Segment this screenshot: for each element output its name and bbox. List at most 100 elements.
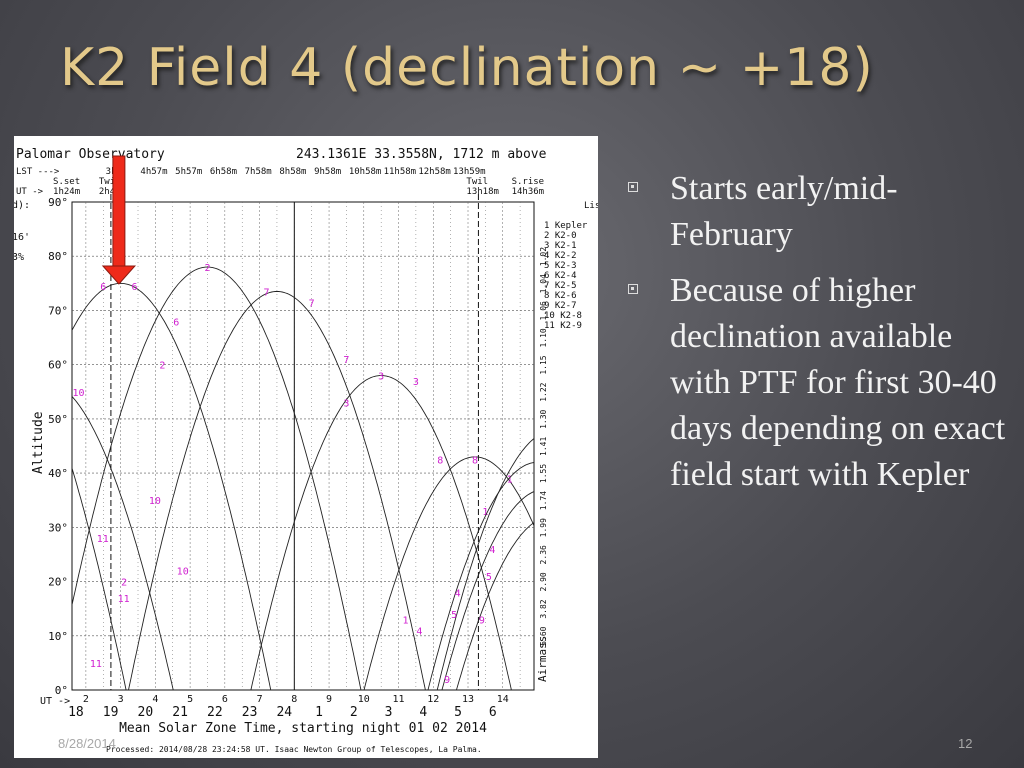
- altitude-curve-field-10: [72, 396, 174, 690]
- altitude-axis-label: Altitude: [31, 411, 46, 474]
- event-ut-label: 1h24m: [53, 187, 80, 197]
- bullet-item-2: Because of higher declination available …: [628, 268, 1008, 498]
- airmass-tick-label: 5.60: [539, 626, 548, 645]
- ut-tick-label: 8: [291, 694, 297, 705]
- airmass-tick-label: 1.10: [539, 328, 548, 347]
- curve-label-field-11: 11: [97, 534, 109, 545]
- curve-label-field-5: 5: [486, 572, 492, 583]
- red-arrow-shaft-icon: [112, 155, 126, 267]
- ut-tick-label: 12: [427, 694, 439, 705]
- square-bullet-icon: [628, 284, 638, 294]
- lst-tick-label: 10h58m: [349, 167, 382, 177]
- legend-entry: 9 K2-7: [544, 301, 577, 311]
- lst-tick-label: 5h57m: [175, 167, 202, 177]
- curve-label-field-10: 10: [149, 496, 161, 507]
- airmass-tick-label: 1.06: [539, 301, 548, 320]
- altitude-tick-label: 0°: [55, 684, 68, 697]
- event-name-label: Twil: [99, 177, 121, 187]
- event-ut-label: 2h43: [99, 187, 121, 197]
- curve-label-field-2: 2: [204, 263, 210, 274]
- bullet-list: Starts early/mid-February Because of hig…: [628, 166, 1008, 508]
- airmass-tick-label: 1.15: [539, 355, 548, 374]
- event-ut-label: 14h36m: [512, 187, 545, 197]
- time-axis-label: Mean Solar Zone Time, starting night 01 …: [119, 721, 487, 736]
- legend-entry: 11 K2-9: [544, 321, 582, 331]
- curve-label-field-1: 1: [507, 475, 513, 486]
- ut-tick-label: 11: [393, 694, 405, 705]
- local-time-tick-label: 24: [276, 705, 292, 720]
- ut-top-prefix: UT ->: [16, 187, 44, 197]
- curve-label-field-6: 6: [100, 282, 106, 293]
- footer-date: 8/28/2014: [58, 736, 116, 751]
- legend-entry: 5 K2-3: [544, 261, 577, 271]
- legend-entry: 7 K2-5: [544, 281, 577, 291]
- curve-label-field-9: 9: [479, 616, 485, 627]
- curve-label-field-3: 3: [413, 377, 419, 388]
- square-bullet-icon: [628, 182, 638, 192]
- curve-label-field-5: 5: [451, 610, 457, 621]
- altitude-chart: Palomar Observatory 243.1361E 33.3558N, 1…: [14, 147, 598, 754]
- altitude-tick-label: 90°: [48, 196, 68, 209]
- curve-label-field-9: 9: [444, 675, 450, 686]
- legend-entry: 10 K2-8: [544, 311, 582, 321]
- left-edge-fragment: d):: [14, 200, 30, 211]
- airmass-tick-label: 1.04: [539, 274, 548, 293]
- curve-label-field-7: 7: [264, 287, 270, 298]
- local-time-tick-label: 2: [350, 705, 358, 720]
- plot-frame: [71, 201, 535, 691]
- airmass-tick-label: 1.74: [539, 491, 548, 510]
- airmass-tick-label: 1.02: [539, 247, 548, 266]
- legend-entry: 1 Kepler: [544, 221, 588, 231]
- local-time-tick-label: 1: [315, 705, 323, 720]
- bullet-text-1: Starts early/mid-February: [670, 170, 898, 253]
- left-edge-fragment: 16': [14, 232, 30, 243]
- curve-label-field-2: 2: [121, 578, 127, 589]
- curve-label-field-8: 8: [437, 456, 443, 467]
- curve-label-field-1: 1: [402, 616, 408, 627]
- ut-bottom-prefix: UT ->: [40, 696, 70, 707]
- curve-label-field-3: 3: [378, 372, 384, 383]
- altitude-curve-field-6: [72, 282, 272, 690]
- local-time-tick-label: 5: [454, 705, 462, 720]
- airmass-tick-label: 1.22: [539, 382, 548, 401]
- altitude-curve-field-8: [363, 456, 534, 690]
- lst-tick-label: 6h58m: [210, 167, 237, 177]
- curve-label-field-11: 11: [90, 659, 102, 670]
- local-time-tick-label: 22: [207, 705, 223, 720]
- lst-tick-label: 3h: [106, 167, 117, 177]
- event-name-label: Twil: [466, 177, 488, 187]
- page-number: 12: [958, 736, 973, 751]
- local-time-tick-label: 23: [242, 705, 258, 720]
- altitude-tick-label: 70°: [48, 304, 68, 317]
- altitude-tick-label: 50°: [48, 413, 68, 426]
- altitude-tick-label: 20°: [48, 576, 68, 589]
- curve-label-field-2: 2: [159, 361, 165, 372]
- altitude-tick-label: 30°: [48, 521, 68, 534]
- legend-title: List o: [584, 201, 598, 211]
- local-time-tick-label: 21: [172, 705, 188, 720]
- altitude-chart-panel: Palomar Observatory 243.1361E 33.3558N, 1…: [14, 136, 598, 758]
- airmass-tick-label: 1.99: [539, 518, 548, 537]
- curve-label-field-3: 3: [343, 399, 349, 410]
- altitude-tick-label: 40°: [48, 467, 68, 480]
- curve-label-field-4: 4: [416, 626, 422, 637]
- airmass-tick-label: 1.55: [539, 464, 548, 483]
- altitude-curve-field-1: [436, 438, 534, 690]
- altitude-curve-field-3: [250, 375, 512, 690]
- lst-tick-label: 11h58m: [384, 167, 417, 177]
- curve-label-field-6: 6: [132, 282, 138, 293]
- altitude-curve-field-5: [441, 491, 534, 690]
- chart-header-left: Palomar Observatory: [16, 147, 165, 162]
- legend-entry: 2 K2-0: [544, 231, 577, 241]
- event-name-label: S.set: [53, 177, 80, 187]
- curve-label-field-10: 10: [72, 388, 84, 399]
- left-edge-fragment: 3%: [14, 252, 24, 263]
- curve-label-field-11: 11: [118, 594, 130, 605]
- ut-tick-label: 14: [497, 694, 509, 705]
- bullet-item-1: Starts early/mid-February: [628, 166, 1008, 258]
- event-ut-label: 13h18m: [466, 187, 499, 197]
- airmass-tick-label: 3.82: [539, 599, 548, 618]
- ut-tick-label: 7: [257, 694, 263, 705]
- legend-entry: 4 K2-2: [544, 251, 577, 261]
- altitude-curve-field-7: [128, 291, 426, 690]
